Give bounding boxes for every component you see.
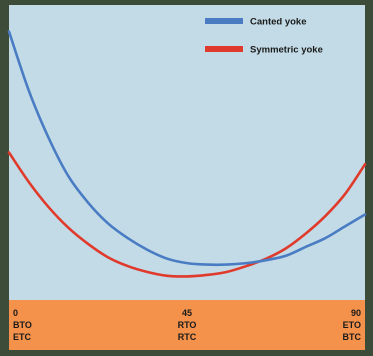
- legend-label-symmetric-yoke: Symmetric yoke: [250, 45, 323, 56]
- x-tick-label-0-line-2: ETC: [13, 332, 32, 342]
- x-tick-label-45-line-0: 45: [182, 308, 192, 318]
- legend-swatch-canted-yoke: [205, 18, 243, 24]
- x-tick-label-45-line-2: RTC: [178, 332, 197, 342]
- legend: Canted yoke Symmetric yoke: [205, 17, 323, 56]
- legend-swatch-symmetric-yoke: [205, 46, 243, 52]
- x-tick-label-0-line-0: 0: [13, 308, 18, 318]
- x-tick-label-0-line-1: BTO: [13, 320, 32, 330]
- legend-label-canted-yoke: Canted yoke: [250, 17, 307, 28]
- x-axis-ticks: 0 BTO ETC 45 RTO RTC 90 ETO BTC: [13, 308, 361, 342]
- x-tick-label-90-line-0: 90: [351, 308, 361, 318]
- series-line-canted-yoke: [7, 30, 367, 267]
- x-tick-label-90-line-2: BTC: [343, 332, 362, 342]
- plot-background: [9, 5, 365, 300]
- x-tick-label-45-line-1: RTO: [178, 320, 197, 330]
- x-tick-label-90-line-1: ETO: [343, 320, 361, 330]
- axis-band: [9, 300, 365, 350]
- series-line-symmetric-yoke: [7, 151, 367, 278]
